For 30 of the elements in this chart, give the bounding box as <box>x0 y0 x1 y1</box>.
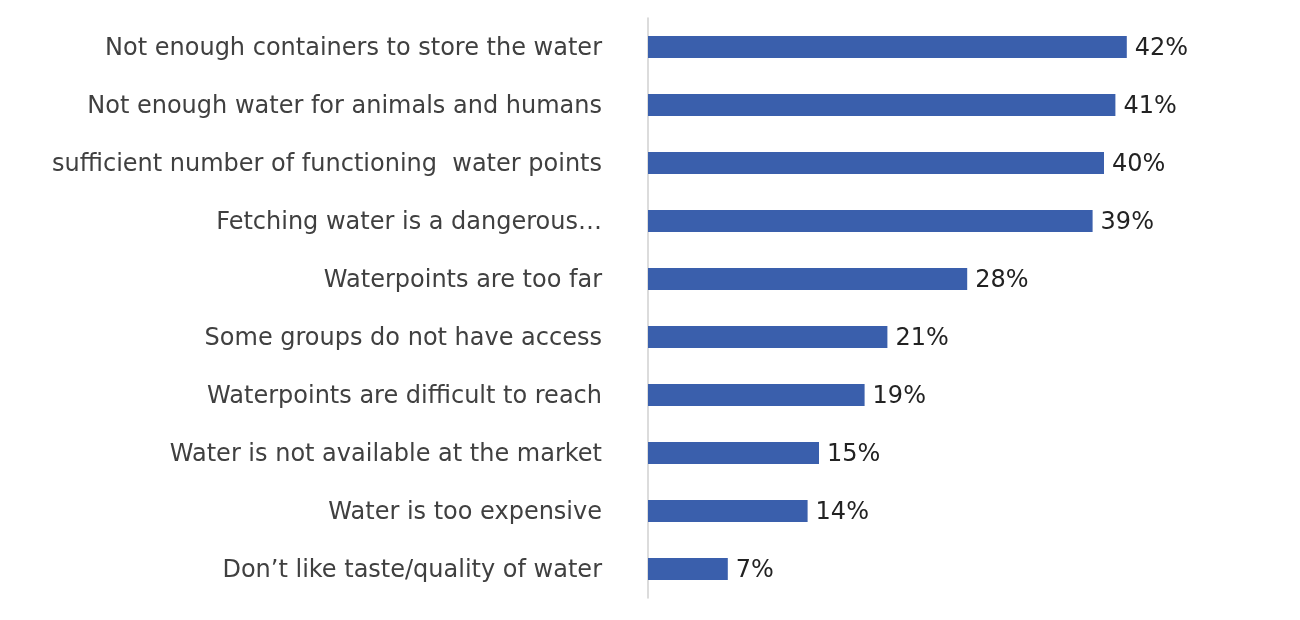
bar <box>648 209 1093 233</box>
y-tick-label: Some groups do not have access <box>204 323 602 351</box>
bar <box>648 267 968 291</box>
data-label: 39% <box>1100 207 1154 235</box>
y-tick-label: Water is too expensive <box>328 497 602 525</box>
bar <box>648 325 888 349</box>
data-label: 19% <box>872 381 926 409</box>
data-label: 28% <box>975 265 1029 293</box>
y-tick-label: Waterpoints are difficult to reach <box>207 381 602 409</box>
bar <box>648 383 865 407</box>
y-tick-label: Water is not available at the market <box>169 439 602 467</box>
bar <box>648 93 1116 117</box>
y-tick-label: Don’t like taste/quality of water <box>222 555 603 583</box>
data-label: 7% <box>735 555 774 583</box>
bar <box>648 35 1127 59</box>
data-label: 21% <box>895 323 949 351</box>
bar <box>648 151 1104 175</box>
bar <box>648 557 728 581</box>
y-tick-label: Fetching water is a dangerous… <box>216 207 602 235</box>
y-tick-label: Not enough water for animals and humans <box>87 91 602 119</box>
data-label: 41% <box>1123 91 1177 119</box>
data-label: 15% <box>827 439 881 467</box>
y-tick-label: Not enough containers to store the water <box>105 33 603 61</box>
y-tick-label: Waterpoints are too far <box>323 265 603 293</box>
data-label: 42% <box>1134 33 1189 61</box>
data-label: 40% <box>1112 149 1166 177</box>
bar <box>648 499 808 523</box>
y-tick-label: sufficient number of functioning water points <box>52 149 602 177</box>
bar <box>648 441 819 465</box>
data-label: 14% <box>815 497 869 525</box>
